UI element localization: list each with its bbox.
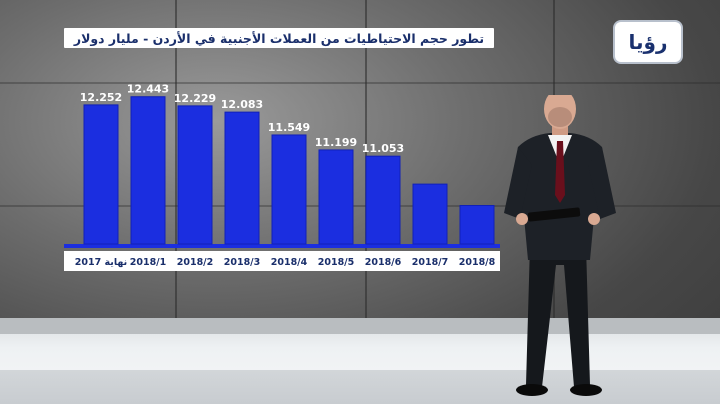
bar	[83, 104, 119, 245]
category-tick-label: 2018/3	[224, 257, 261, 268]
chart-title: تطور حجم الاحتياطيات من العملات الأجنبية…	[73, 30, 485, 46]
bar-value-label: 12.083	[221, 98, 263, 111]
category-tick-label: 2018/1	[130, 257, 167, 268]
wall-seam	[0, 205, 720, 207]
channel-logo: رؤيا	[615, 22, 681, 62]
bar-value-label: 11.053	[362, 142, 404, 155]
bar	[459, 205, 495, 245]
chart-title-box: تطور حجم الاحتياطيات من العملات الأجنبية…	[64, 28, 494, 48]
presenter-figure	[504, 95, 616, 396]
category-tick-label: 2018/2	[177, 257, 214, 268]
bar-value-label: 12.443	[127, 83, 169, 96]
bar-value-label: 12.252	[80, 91, 122, 104]
category-tick-label: 2018/7	[412, 257, 449, 268]
x-axis-line	[64, 244, 500, 248]
bar	[412, 183, 448, 245]
category-tick-label: نهاية 2017	[75, 257, 128, 268]
bar	[318, 149, 354, 245]
bar	[271, 134, 307, 245]
bar	[365, 155, 401, 245]
bar	[224, 111, 260, 245]
bar	[130, 96, 166, 245]
bar	[177, 105, 213, 245]
category-tick-label: 2018/5	[318, 257, 355, 268]
category-tick-label: 2018/4	[271, 257, 308, 268]
category-tick-label: 2018/8	[459, 257, 496, 268]
wall-seam	[175, 0, 177, 325]
bar-value-label: 11.199	[315, 136, 357, 149]
bar-value-label: 12.229	[174, 92, 216, 105]
category-label-strip	[64, 251, 500, 271]
logo-text: رؤيا	[628, 30, 668, 54]
wall-seam	[0, 82, 720, 84]
floor-front	[0, 370, 720, 404]
bar-value-label: 11.549	[268, 121, 310, 134]
category-tick-label: 2018/6	[365, 257, 402, 268]
